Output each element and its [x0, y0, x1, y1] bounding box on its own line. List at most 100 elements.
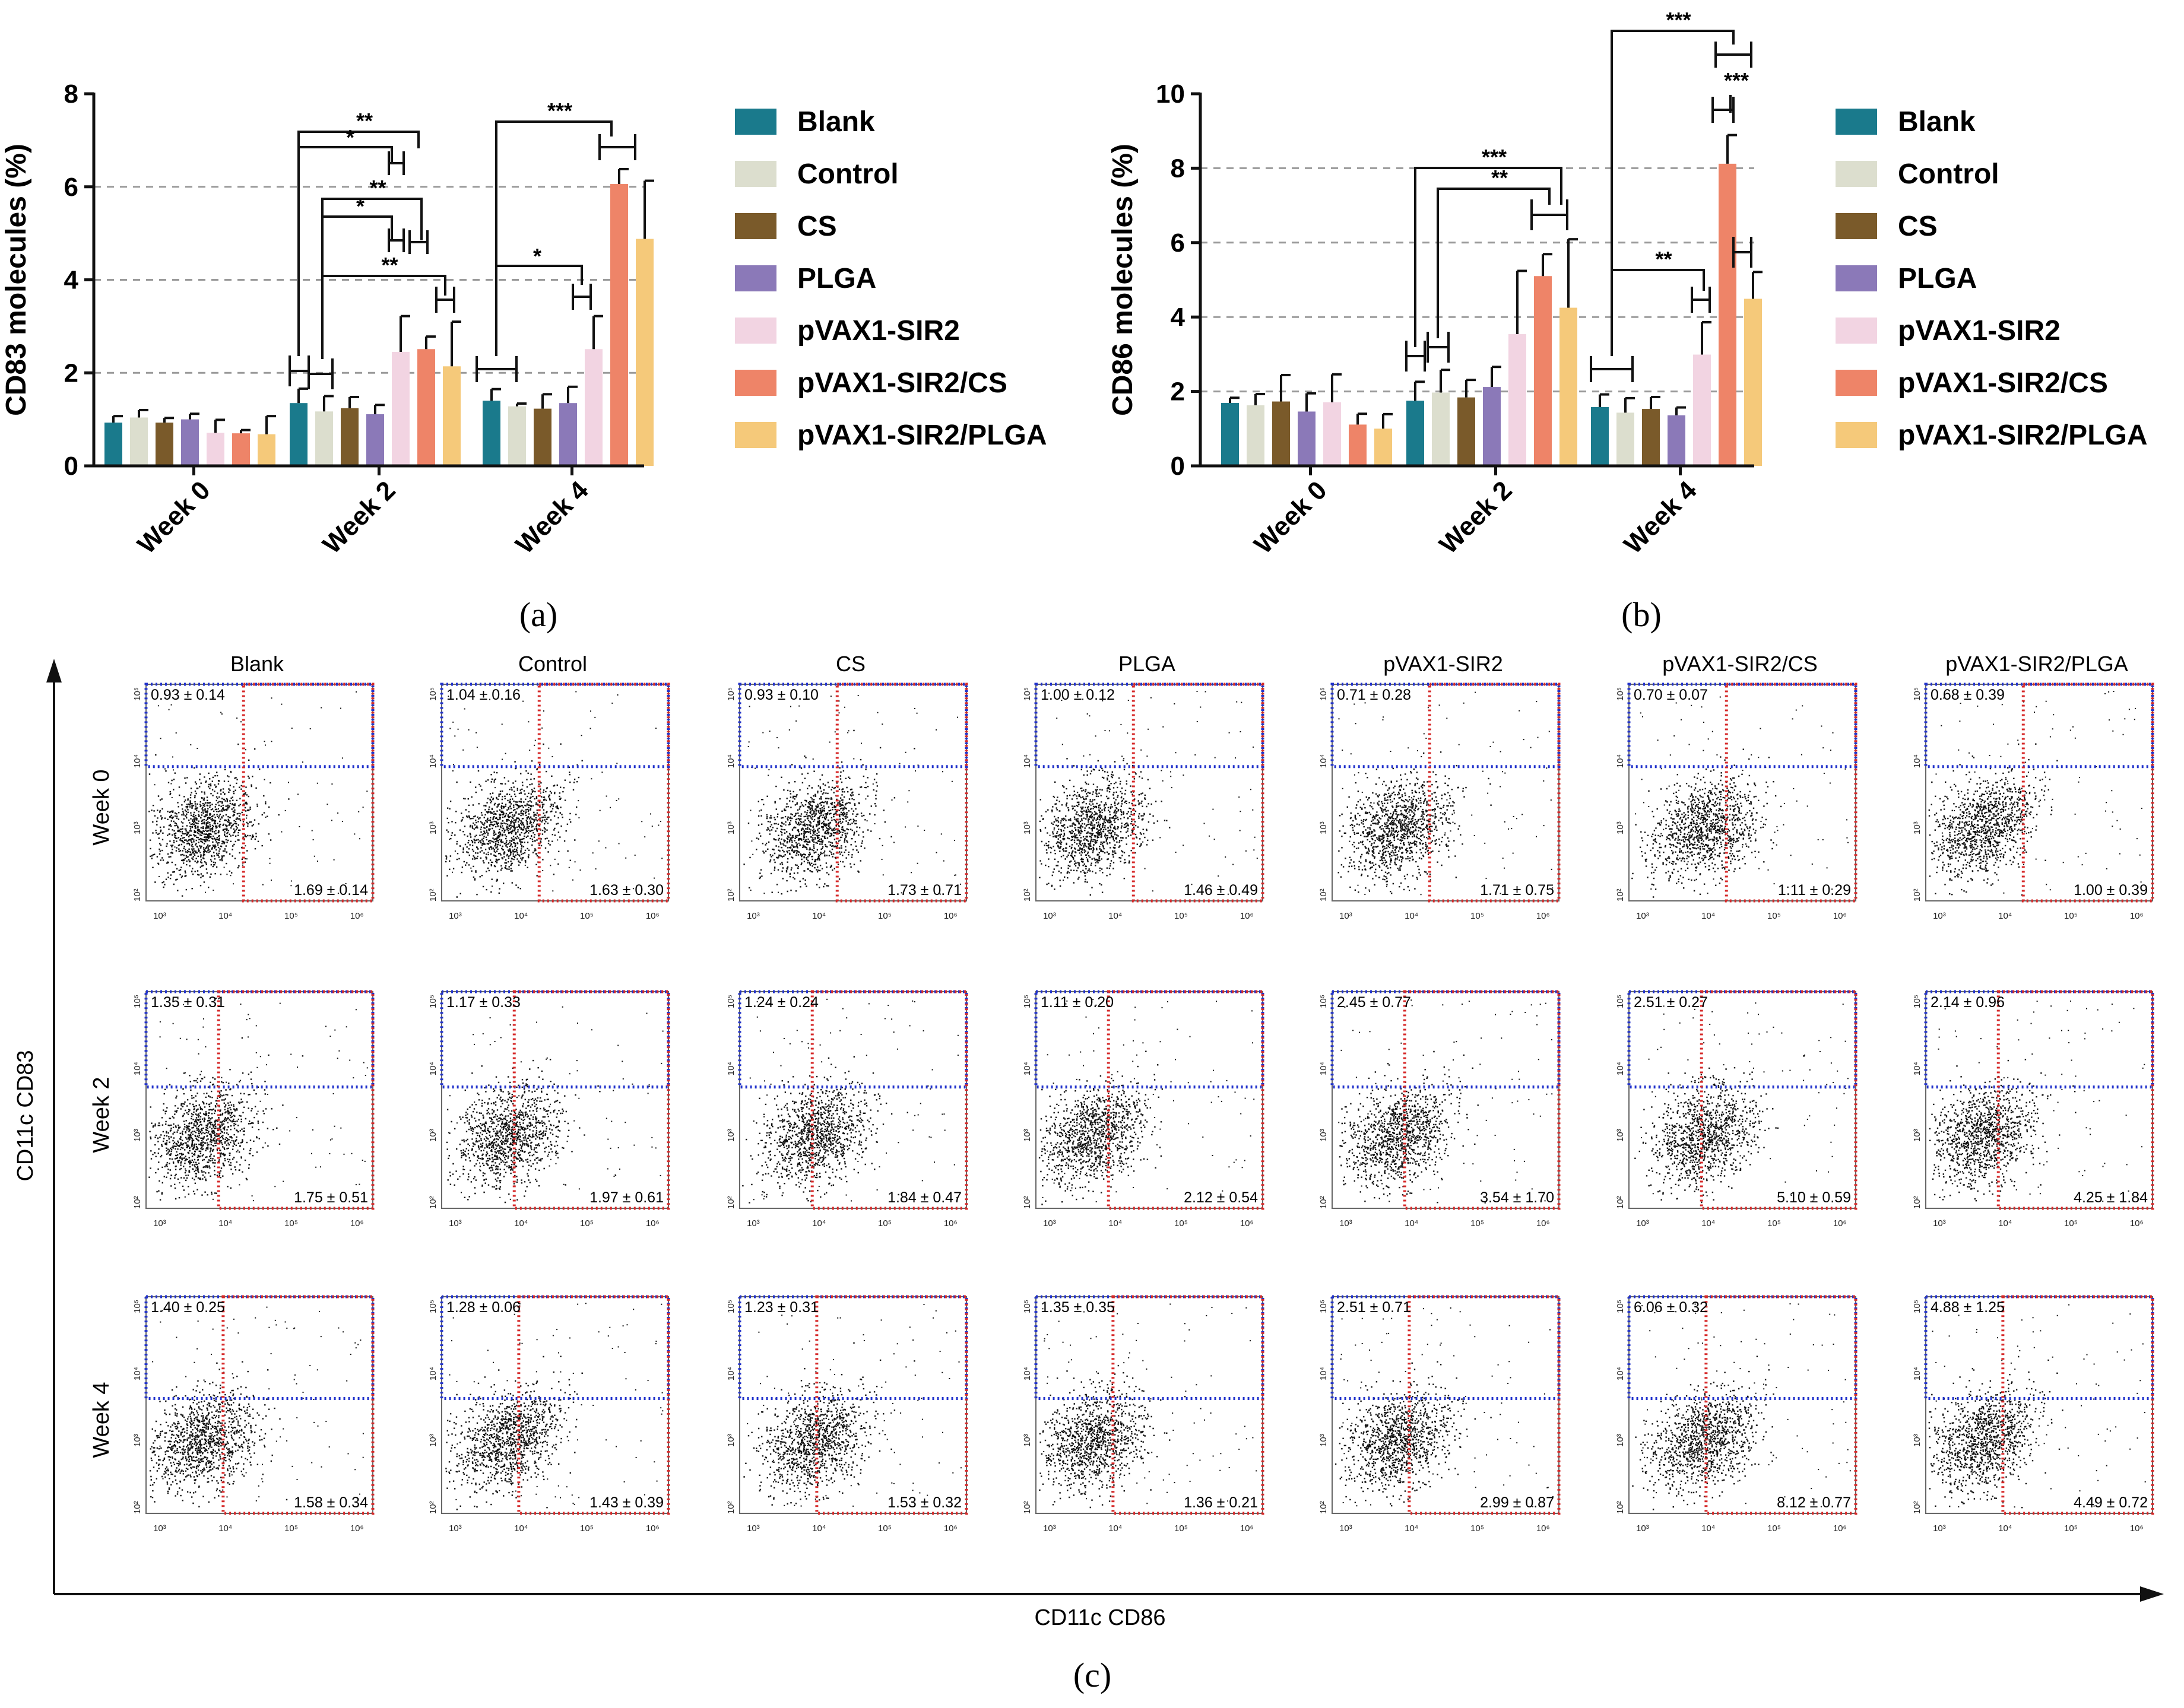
flow-plot-0-2: 1.40 ± 0.25 1.58 ± 0.34 10³ 10⁴ 10⁵ 10⁶ 10² 10³… — [132, 1295, 375, 1534]
event-dots — [149, 1306, 364, 1507]
cd83-gate-value: 1.35 ± 0.35 — [1041, 1299, 1115, 1316]
x-tick-label: 10⁴ — [218, 1523, 232, 1534]
y-tick-label: 10³ — [428, 1434, 438, 1447]
x-tick-label: 10⁴ — [1405, 911, 1418, 921]
legend-label: pVAX1-SIR2 — [1898, 315, 2061, 347]
cd83-gate-value: 2.45 ± 0.77 — [1337, 994, 1411, 1011]
x-tick-label: 10⁶ — [1240, 1523, 1254, 1534]
x-tick-label: 10⁴ — [1998, 1523, 2012, 1534]
x-tick-label: 10⁵ — [1767, 911, 1781, 921]
x-axis-label: CD11c CD86 — [1034, 1605, 1165, 1630]
x-tick-label: 10⁶ — [2130, 911, 2144, 921]
plot-frame — [441, 991, 669, 1209]
bar-control-week-4 — [508, 406, 526, 466]
y-tick-label: 10⁴ — [1615, 1367, 1625, 1380]
y-tick-label: 10⁴ — [1912, 754, 1922, 768]
flow-plot-3-2: 1.35 ± 0.35 1.36 ± 0.21 10³ 10⁴ 10⁵ 10⁶ 10² 10³… — [1022, 1295, 1264, 1534]
bar-cs-week-4 — [534, 408, 551, 466]
y-tick-label: 10⁴ — [1318, 1062, 1329, 1075]
y-tick-label: 10⁵ — [1022, 1300, 1032, 1313]
x-tick-label: 10⁵ — [1174, 1218, 1188, 1228]
bar-plga-week-2 — [1483, 387, 1501, 466]
bar-pvax1-sir2-cs-week-2 — [417, 349, 435, 466]
y-tick-label: 10⁵ — [132, 995, 142, 1008]
bar-control-week-0 — [1247, 405, 1264, 466]
event-dots — [148, 998, 368, 1202]
event-dots — [1337, 691, 1554, 896]
flow-plot-5-2: 6.06 ± 0.32 8.12 ± 0.77 10³ 10⁴ 10⁵ 10⁶ 10² 10³… — [1615, 1295, 1857, 1534]
y-tick-label: 10⁴ — [1022, 1062, 1032, 1075]
y-tick-label: 10² — [1022, 1501, 1032, 1514]
plot-frame — [1925, 684, 2153, 901]
y-tick-label: 10⁴ — [132, 1367, 142, 1380]
bar-blank-week-0 — [104, 423, 122, 466]
x-tick-label: 10⁶ — [646, 1523, 660, 1534]
legend-swatch — [735, 318, 776, 344]
y-tick-label: 10³ — [428, 1129, 438, 1142]
column-header: pVAX1-SIR2 — [1383, 652, 1503, 676]
flow-plot-1-1: 1.17 ± 0.33 1.97 ± 0.61 10³ 10⁴ 10⁵ 10⁶ 10² 10³… — [428, 990, 670, 1228]
y-tick-label: 10⁴ — [726, 1062, 736, 1075]
y-tick-label: 10³ — [1022, 1129, 1032, 1142]
y-tick-label: 6 — [64, 173, 78, 202]
bar-blank-week-4 — [1591, 407, 1609, 466]
y-tick-label: 10³ — [1615, 1434, 1625, 1447]
legend-swatch — [1836, 370, 1877, 396]
x-tick-label: 10³ — [449, 1523, 462, 1534]
y-tick-label: 10² — [1615, 888, 1625, 901]
y-tick-label: 10³ — [1615, 1129, 1625, 1142]
cd86-gate-value: 5.10 ± 0.59 — [1777, 1189, 1851, 1206]
bar-plga-week-2 — [366, 414, 384, 466]
cd86-gate-value: 1.46 ± 0.49 — [1184, 882, 1258, 899]
x-axis-arrow-head — [2140, 1586, 2164, 1602]
x-tick-label: 10³ — [449, 1218, 462, 1228]
gate-right-cd86 — [221, 1295, 375, 1515]
bar-pvax1-sir2-plga-week-0 — [258, 434, 275, 466]
x-tick-label: 10⁶ — [944, 1523, 958, 1534]
y-tick-label: 10⁴ — [1912, 1367, 1922, 1380]
legend-label: pVAX1-SIR2/CS — [797, 367, 1007, 399]
x-tick-label: 10⁶ — [646, 911, 660, 921]
bar-cs-week-2 — [341, 408, 359, 466]
cd86-gate-value: 1.36 ± 0.21 — [1184, 1494, 1258, 1511]
bar-pvax1-sir2-plga-week-0 — [1374, 428, 1392, 466]
x-tick-label: Week 2 — [317, 475, 401, 559]
x-tick-label: 10³ — [1933, 911, 1946, 921]
significance-bracket-end — [598, 134, 636, 160]
bar-pvax1-sir2-week-4 — [585, 349, 603, 466]
plot-frame — [1628, 684, 1856, 901]
x-tick-label: 10³ — [747, 1218, 760, 1228]
y-tick-label: 10² — [428, 1501, 438, 1514]
cd83-gate-value: 1.35 ± 0.31 — [151, 994, 225, 1011]
cd86-gate-value: 3.54 ± 1.70 — [1480, 1189, 1554, 1206]
bar-control-week-0 — [130, 417, 148, 466]
bar-pvax1-sir2-cs-week-2 — [1534, 276, 1552, 466]
cd86-gate-value: 1.53 ± 0.32 — [887, 1494, 962, 1511]
x-tick-label: Week 0 — [1248, 475, 1332, 559]
x-tick-label: 10⁴ — [218, 911, 232, 921]
panel-label: (c) — [1073, 1656, 1111, 1694]
x-tick-label: 10⁶ — [1536, 911, 1550, 921]
significance-bracket-end — [1427, 332, 1450, 363]
cd83-gate-value: 1.40 ± 0.25 — [151, 1299, 225, 1316]
gate-upper-cd83 — [1330, 1295, 1561, 1401]
y-axis-label: CD83 molecules (%) — [1, 144, 32, 416]
x-tick-label: 10⁵ — [1470, 1218, 1484, 1228]
flow-plot-0-0: 0.93 ± 0.14 1.69 ± 0.14 10³ 10⁴ 10⁵ 10⁶ 10² 10³… — [132, 682, 375, 921]
event-dots — [743, 1304, 962, 1507]
event-dots — [1632, 1303, 1851, 1510]
y-tick-label: 10⁴ — [132, 754, 142, 768]
x-tick-label: 10⁵ — [284, 911, 298, 921]
y-tick-label: 10³ — [132, 821, 142, 834]
bar-pvax1-sir2-week-2 — [392, 351, 410, 466]
cd83-gate-value: 2.14 ± 0.96 — [1931, 994, 2005, 1011]
flow-plot-6-1: 2.14 ± 0.96 4.25 ± 1.84 10³ 10⁴ 10⁵ 10⁶ 10² 10³… — [1912, 990, 2154, 1228]
bar-pvax1-sir2-week-0 — [1323, 402, 1341, 466]
event-dots — [1634, 1001, 1849, 1204]
x-tick-label: 10⁵ — [1470, 1523, 1484, 1534]
legend-swatch — [1836, 422, 1877, 448]
x-tick-label: 10³ — [1636, 911, 1649, 921]
event-dots — [1039, 1303, 1257, 1509]
significance-label: * — [356, 194, 364, 218]
